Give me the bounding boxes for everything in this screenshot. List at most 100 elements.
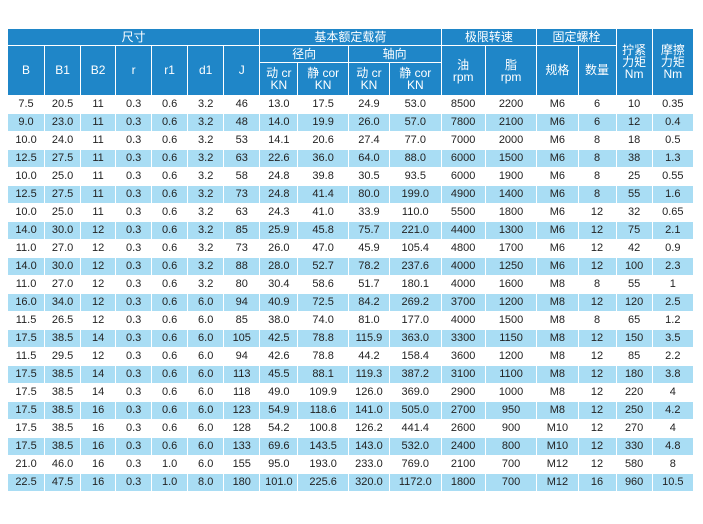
- cell-B: 9.0: [8, 114, 46, 132]
- cell-torque: 250: [616, 402, 653, 420]
- cell-grease-speed: 1000: [485, 384, 538, 402]
- cell-J: 63: [224, 204, 261, 222]
- col-header-B2: B2: [81, 46, 117, 96]
- cell-friction: 4.2: [652, 402, 694, 420]
- cell-bolt-spec: M6: [537, 132, 579, 150]
- cell-bolt-qty: 12: [578, 420, 617, 438]
- cell-oil-speed: 4400: [441, 222, 486, 240]
- cell-grease-speed: 1150: [485, 330, 538, 348]
- cell-axial-dynamic: 126.2: [348, 420, 391, 438]
- cell-B: 11.0: [8, 276, 46, 294]
- cell-bolt-qty: 8: [578, 312, 617, 330]
- cell-r: 0.3: [116, 258, 153, 276]
- cell-grease-speed: 1200: [485, 348, 538, 366]
- cell-radial-dynamic: 24.3: [260, 204, 299, 222]
- axial-dynamic-header: 动 cr KN: [348, 63, 391, 96]
- cell-r1: 0.6: [152, 204, 189, 222]
- cell-oil-speed: 7000: [441, 132, 486, 150]
- cell-r: 0.3: [116, 330, 153, 348]
- cell-torque: 580: [616, 456, 653, 474]
- cell-d1: 3.2: [188, 132, 225, 150]
- cell-r: 0.3: [116, 366, 153, 384]
- cell-r1: 0.6: [152, 258, 189, 276]
- cell-bolt-qty: 12: [578, 456, 617, 474]
- cell-radial-static: 78.8: [298, 330, 349, 348]
- cell-grease-speed: 2000: [485, 132, 538, 150]
- cell-B: 10.0: [8, 204, 46, 222]
- cell-r: 0.3: [116, 384, 153, 402]
- cell-B2: 12: [81, 222, 117, 240]
- table-row: 17.5 38.5 14 0.3 0.6 6.0 113 45.5 88.1 119.3 387.2…: [8, 366, 694, 384]
- cell-r1: 0.6: [152, 96, 189, 114]
- cell-axial-dynamic: 30.5: [348, 168, 391, 186]
- table-row: 11.0 27.0 12 0.3 0.6 3.2 80 30.4 58.6 51.7 180.1 40…: [8, 276, 694, 294]
- cell-radial-dynamic: 24.8: [260, 186, 299, 204]
- cell-torque: 55: [616, 276, 653, 294]
- cell-oil-speed: 4000: [441, 312, 486, 330]
- cell-bolt-spec: M6: [537, 150, 579, 168]
- cell-torque: 55: [616, 186, 653, 204]
- table-row: 11.5 29.5 12 0.3 0.6 6.0 94 42.6 78.8 44.2 158.4 36…: [8, 348, 694, 366]
- axial-static-unit: KN: [406, 78, 424, 92]
- table-row: 11.5 26.5 12 0.3 0.6 6.0 85 38.0 74.0 81.0 177.0 40…: [8, 312, 694, 330]
- cell-r1: 0.6: [152, 186, 189, 204]
- cell-friction: 1.3: [652, 150, 694, 168]
- cell-bolt-qty: 16: [578, 474, 617, 492]
- cell-B: 14.0: [8, 222, 46, 240]
- cell-B1: 25.0: [45, 168, 82, 186]
- cell-B2: 11: [81, 186, 117, 204]
- cell-oil-speed: 1800: [441, 474, 486, 492]
- cell-bolt-qty: 12: [578, 348, 617, 366]
- cell-oil-speed: 3700: [441, 294, 486, 312]
- table-row: 17.5 38.5 14 0.3 0.6 6.0 105 42.5 78.8 115.9 363.0…: [8, 330, 694, 348]
- friction-header-unit: Nm: [663, 67, 683, 81]
- cell-radial-dynamic: 42.6: [260, 348, 299, 366]
- torque-header-line2: 力矩: [622, 55, 647, 69]
- cell-J: 85: [224, 312, 261, 330]
- cell-axial-static: 57.0: [390, 114, 442, 132]
- cell-radial-static: 41.0: [298, 204, 349, 222]
- cell-B1: 27.5: [45, 186, 82, 204]
- cell-friction: 4.8: [652, 438, 694, 456]
- cell-r1: 1.0: [152, 456, 189, 474]
- cell-radial-dynamic: 22.6: [260, 150, 299, 168]
- cell-torque: 42: [616, 240, 653, 258]
- table-row: 11.0 27.0 12 0.3 0.6 3.2 73 26.0 47.0 45.9 105.4 48…: [8, 240, 694, 258]
- cell-friction: 0.55: [652, 168, 694, 186]
- cell-radial-static: 100.8: [298, 420, 349, 438]
- cell-oil-speed: 6000: [441, 168, 486, 186]
- cell-bolt-qty: 12: [578, 438, 617, 456]
- cell-B: 17.5: [8, 384, 46, 402]
- cell-torque: 85: [616, 348, 653, 366]
- radial-header: 径向: [260, 46, 349, 63]
- table-row: 17.5 38.5 16 0.3 0.6 6.0 133 69.6 143.5 143.0 532.…: [8, 438, 694, 456]
- cell-B2: 11: [81, 204, 117, 222]
- cell-B: 21.0: [8, 456, 46, 474]
- cell-J: 155: [224, 456, 261, 474]
- cell-axial-dynamic: 119.3: [348, 366, 391, 384]
- cell-friction: 4: [652, 420, 694, 438]
- cell-d1: 3.2: [188, 150, 225, 168]
- cell-B2: 16: [81, 474, 117, 492]
- cell-B2: 11: [81, 150, 117, 168]
- cell-B1: 23.0: [45, 114, 82, 132]
- cell-radial-dynamic: 38.0: [260, 312, 299, 330]
- cell-axial-static: 369.0: [390, 384, 442, 402]
- cell-radial-static: 74.0: [298, 312, 349, 330]
- cell-axial-static: 158.4: [390, 348, 442, 366]
- cell-torque: 12: [616, 114, 653, 132]
- cell-grease-speed: 700: [485, 474, 538, 492]
- cell-radial-dynamic: 14.1: [260, 132, 299, 150]
- cell-B: 12.5: [8, 186, 46, 204]
- cell-axial-dynamic: 45.9: [348, 240, 391, 258]
- cell-d1: 3.2: [188, 168, 225, 186]
- cell-d1: 6.0: [188, 294, 225, 312]
- cell-axial-static: 221.0: [390, 222, 442, 240]
- radial-dynamic-label: 动 cr: [266, 66, 292, 80]
- cell-radial-dynamic: 49.0: [260, 384, 299, 402]
- cell-bolt-spec: M6: [537, 186, 579, 204]
- cell-bolt-spec: M6: [537, 222, 579, 240]
- cell-bolt-spec: M8: [537, 348, 579, 366]
- cell-torque: 220: [616, 384, 653, 402]
- cell-axial-dynamic: 24.9: [348, 96, 391, 114]
